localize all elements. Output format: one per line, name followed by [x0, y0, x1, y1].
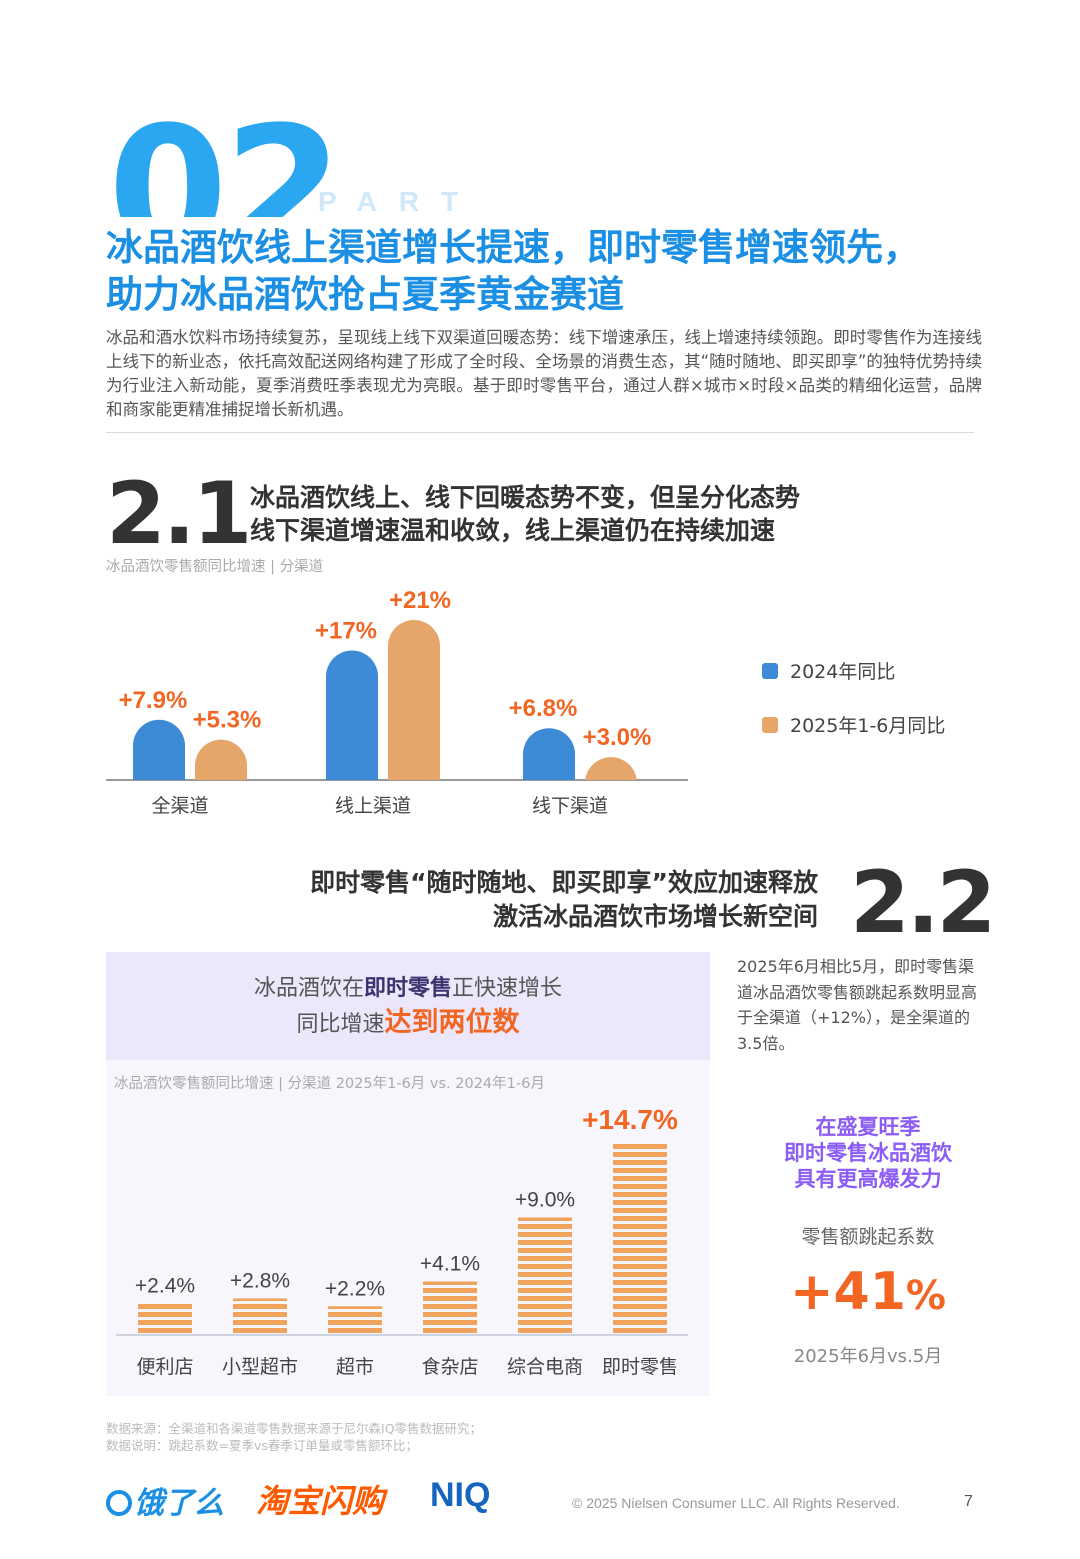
chart2-bar [613, 1143, 667, 1335]
chart1-subtitle: 冰品酒饮零售额同比增速 | 分渠道 [106, 559, 324, 575]
chart1-bar [388, 620, 440, 780]
chart2-bar [423, 1281, 477, 1335]
taobao-shangou-logo: 淘宝闪购 [256, 1482, 385, 1520]
niq-logo: NIQ [430, 1476, 491, 1514]
legend-label-2025: 2025年1-6月同比 [790, 715, 946, 737]
page-number: 7 [964, 1493, 973, 1510]
chart2-bar [138, 1303, 192, 1335]
copyright: © 2025 Nielsen Consumer LLC. All Rights … [572, 1495, 900, 1511]
chart2-bar [518, 1217, 572, 1335]
chart1-data-label: +5.3% [193, 707, 262, 734]
legend-swatch-2025 [762, 717, 778, 733]
panel-title-line1: 冰品酒饮在即时零售正快速增长 [253, 976, 563, 1001]
chart1-bar [326, 650, 378, 780]
chart1-data-label: +17% [315, 617, 377, 644]
footnote-definition: 数据说明：跳起系数=夏季vs春季订单量或零售额环比； [106, 1438, 418, 1453]
chart2-category-label: 超市 [336, 1356, 374, 1378]
chart2-category-label: 综合电商 [507, 1356, 583, 1378]
legend-item-2024: 2024年同比 [762, 657, 895, 684]
chart2-bar [328, 1306, 382, 1335]
eleme-logo: 饿了么 [106, 1478, 224, 1522]
chart2-data-label: +2.4% [135, 1275, 195, 1298]
side-text: 2025年6月相比5月，即时零售渠道冰品酒饮零售额跳起系数明显高于全渠道（+12… [737, 957, 978, 1053]
page-title: 冰品酒饮线上渠道增长提速，即时零售增速领先， 助力冰品酒饮抢占夏季黄金赛道 [106, 224, 1006, 318]
chart2-category-label: 食杂店 [421, 1356, 478, 1378]
part-label: PART [318, 186, 481, 217]
page-title-line1: 冰品酒饮线上渠道增长提速，即时零售增速领先， [106, 226, 920, 269]
section-2-2-title-line2: 激活冰品酒饮市场增长新空间 [492, 902, 818, 931]
section-2-1-title-line1: 冰品酒饮线上、线下回暖态势不变，但呈分化态势 [250, 483, 801, 512]
intro-paragraph: 冰品和酒水饮料市场持续复苏，呈现线上线下双渠道回暖态势：线下增速承压，线上增速持… [106, 328, 982, 419]
chart2-panel-header [106, 952, 710, 1060]
divider [106, 432, 974, 433]
chart1-data-label: +7.9% [119, 687, 188, 714]
chart1-data-label: +6.8% [509, 695, 578, 722]
chart1-bar [133, 719, 185, 780]
jump-coefficient-value: +41% [789, 1262, 946, 1322]
chart2-category-label: 即时零售 [602, 1356, 678, 1378]
chart2-data-label: +9.0% [515, 1188, 575, 1211]
chart2-category-label: 便利店 [136, 1356, 193, 1378]
section-2-1-title: 冰品酒饮线上、线下回暖态势不变，但呈分化态势 线下渠道增速温和收敛，线上渠道仍在… [250, 481, 800, 547]
legend-item-2025: 2025年1-6月同比 [762, 711, 945, 738]
part-number: 02 [108, 105, 328, 217]
section-number-2-2: 2.2 [850, 853, 996, 953]
jump-coefficient-caption: 2025年6月vs.5月 [793, 1346, 943, 1367]
chart1-category-label: 线上渠道 [335, 795, 411, 817]
chart2-data-label: +2.8% [230, 1269, 290, 1292]
chart2-category-label: 小型超市 [222, 1356, 298, 1378]
chart1-category-label: 全渠道 [151, 795, 208, 817]
section-2-2-title: 即时零售“随时随地、即买即享”效应加速释放 激活冰品酒饮市场增长新空间 [310, 866, 818, 934]
section-2-2-title-line1: 即时零售“随时随地、即买即享”效应加速释放 [310, 868, 818, 897]
chart1-bar [195, 739, 247, 780]
panel-title-line2: 同比增速达到两位数 [296, 1007, 520, 1038]
chart1-data-label: +3.0% [583, 724, 652, 751]
legend-label-2024: 2024年同比 [790, 661, 896, 683]
highlight-callout: 在盛夏旺季 即时零售冰品酒饮 具有更高爆发力 [784, 1115, 952, 1191]
page-title-line2: 助力冰品酒饮抢占夏季黄金赛道 [106, 273, 624, 316]
chart1-data-label: +21% [389, 587, 451, 614]
chart2-data-label: +4.1% [420, 1252, 480, 1275]
section-2-1-title-line2: 线下渠道增速温和收敛，线上渠道仍在持续加速 [250, 516, 776, 545]
chart1-bar [523, 728, 575, 780]
chart2-panel-title: 冰品酒饮在即时零售正快速增长 同比增速达到两位数 [106, 972, 710, 1042]
jump-coefficient-label: 零售额跳起系数 [801, 1226, 935, 1248]
chart1-bar [585, 757, 637, 784]
footnote-source: 数据来源：全渠道和各渠道零售数据来源于尼尔森IQ零售数据研究； [106, 1421, 483, 1436]
chart2-panel [106, 1060, 710, 1396]
section-number-2-1: 2.1 [106, 464, 252, 564]
chart2-data-label: +2.2% [325, 1277, 385, 1300]
chart1-category-label: 线下渠道 [532, 795, 608, 817]
chart2-bar [233, 1298, 287, 1335]
chart2-subtitle: 冰品酒饮零售额同比增速 | 分渠道 2025年1-6月 vs. 2024年1-6… [114, 1076, 545, 1092]
legend-swatch-2024 [762, 663, 778, 679]
chart2-data-label: +14.7% [582, 1104, 678, 1135]
footnotes: 数据来源：全渠道和各渠道零售数据来源于尼尔森IQ零售数据研究； 数据说明：跳起系… [106, 1420, 482, 1454]
